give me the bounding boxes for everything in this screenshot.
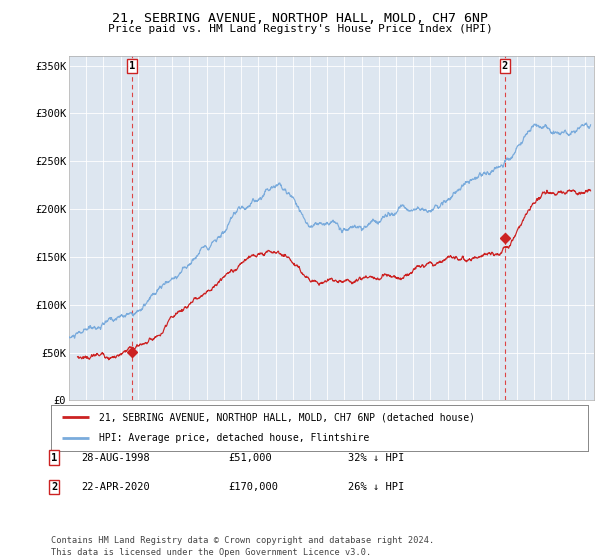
Text: 28-AUG-1998: 28-AUG-1998	[81, 452, 150, 463]
Text: £170,000: £170,000	[228, 482, 278, 492]
Text: 22-APR-2020: 22-APR-2020	[81, 482, 150, 492]
Text: 2: 2	[51, 482, 57, 492]
Text: 2: 2	[502, 61, 508, 71]
Text: HPI: Average price, detached house, Flintshire: HPI: Average price, detached house, Flin…	[100, 433, 370, 444]
Text: Contains HM Land Registry data © Crown copyright and database right 2024.
This d: Contains HM Land Registry data © Crown c…	[51, 536, 434, 557]
Text: £51,000: £51,000	[228, 452, 272, 463]
Text: 21, SEBRING AVENUE, NORTHOP HALL, MOLD, CH7 6NP: 21, SEBRING AVENUE, NORTHOP HALL, MOLD, …	[112, 12, 488, 25]
Text: Price paid vs. HM Land Registry's House Price Index (HPI): Price paid vs. HM Land Registry's House …	[107, 24, 493, 34]
Text: 1: 1	[129, 61, 135, 71]
Text: 21, SEBRING AVENUE, NORTHOP HALL, MOLD, CH7 6NP (detached house): 21, SEBRING AVENUE, NORTHOP HALL, MOLD, …	[100, 412, 475, 422]
Text: 26% ↓ HPI: 26% ↓ HPI	[348, 482, 404, 492]
Text: 32% ↓ HPI: 32% ↓ HPI	[348, 452, 404, 463]
Text: 1: 1	[51, 452, 57, 463]
